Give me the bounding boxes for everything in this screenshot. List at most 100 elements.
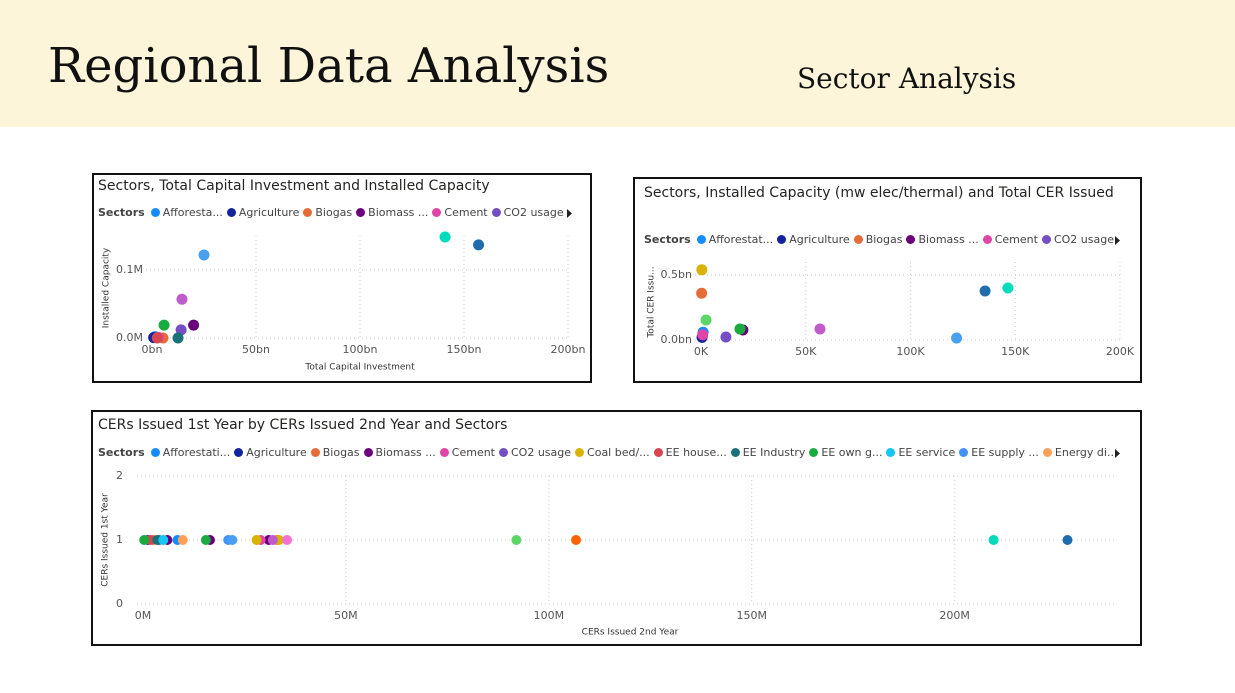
scatter-point	[697, 329, 709, 341]
x-tick-label: 50bn	[242, 343, 270, 356]
legend: Sectors Afforestat... Agriculture Biogas Bio…	[644, 233, 1118, 246]
legend-label[interactable]: Afforestat...	[708, 233, 774, 246]
legend-item[interactable]: Afforestat...	[696, 233, 774, 246]
legend-label[interactable]: Biogas	[322, 446, 360, 459]
legend-label[interactable]: Biomass ...	[375, 446, 436, 459]
legend-item[interactable]: CO2 usage	[1041, 233, 1114, 246]
chart-title: Sectors, Total Capital Investment and In…	[98, 178, 490, 194]
legend-item[interactable]: Biogas	[310, 446, 360, 459]
legend-label[interactable]: EE supply ...	[971, 446, 1039, 459]
legend: Sectors Afforesta... Agriculture Biogas Biom…	[98, 206, 568, 219]
scatter-point	[267, 535, 278, 545]
legend-label[interactable]: EE Industry	[742, 446, 806, 459]
legend-label[interactable]: EE house...	[665, 446, 727, 459]
legend-label[interactable]: Energy di...	[1054, 446, 1118, 459]
legend-item[interactable]: Cement	[982, 233, 1038, 246]
legend-label[interactable]: CO2 usage	[511, 446, 572, 459]
y-axis-label: CERs Issued 1st Year	[101, 493, 111, 587]
legend-swatch	[432, 208, 442, 217]
legend-label[interactable]: Cement	[451, 446, 495, 459]
legend-label[interactable]: Agriculture	[246, 446, 307, 459]
legend-item[interactable]: Biomass ...	[906, 233, 979, 246]
legend-label[interactable]: Biomass ...	[368, 206, 429, 219]
x-tick-label: 150bn	[447, 343, 482, 356]
legend-label[interactable]: Cement	[994, 233, 1038, 246]
scatter-point	[198, 249, 210, 261]
y-tick-label: 1	[116, 533, 123, 546]
legend-item[interactable]: EE supply ...	[959, 446, 1039, 459]
legend-label[interactable]: Biogas	[315, 206, 353, 219]
scatter-point	[282, 535, 293, 545]
legend-swatch	[696, 235, 706, 244]
x-tick-label: 200M	[939, 609, 970, 622]
legend-item[interactable]: EE Industry	[730, 446, 806, 459]
legend-item[interactable]: Biomass ...	[363, 446, 436, 459]
legend-swatch	[730, 448, 740, 457]
legend-item[interactable]: Agriculture	[777, 233, 850, 246]
scatter-point	[188, 319, 200, 331]
legend-label[interactable]: Agriculture	[789, 233, 850, 246]
legend-more-arrow[interactable]	[1115, 449, 1120, 458]
legend-swatch	[575, 448, 585, 457]
legend-item[interactable]: EE house...	[653, 446, 727, 459]
legend-swatch	[226, 208, 236, 217]
legend-label[interactable]: Afforestati...	[162, 446, 231, 459]
x-tick-label: 50M	[334, 609, 358, 622]
legend-more-arrow[interactable]	[567, 209, 572, 218]
legend-item[interactable]: Agriculture	[234, 446, 307, 459]
legend-label[interactable]: EE service	[898, 446, 956, 459]
x-tick-label: 0bn	[142, 343, 163, 356]
legend-item[interactable]: Biomass ...	[356, 206, 428, 219]
legend-item[interactable]: Afforestati...	[150, 446, 231, 459]
legend-label[interactable]: Coal bed/...	[587, 446, 650, 459]
legend-more-arrow[interactable]	[1115, 236, 1120, 245]
legend-item[interactable]: Biogas	[303, 206, 352, 219]
legend-item[interactable]: CO2 usage	[499, 446, 571, 459]
legend-label[interactable]: Agriculture	[238, 206, 300, 219]
legend-item[interactable]: CO2 usage	[491, 206, 564, 219]
scatter-point	[176, 293, 188, 305]
legend-item[interactable]: Cement	[439, 446, 495, 459]
chart-title: Sectors, Installed Capacity (mw elec/the…	[644, 185, 1114, 201]
scatter-point	[251, 535, 262, 545]
y-axis-label: Installed Capacity	[102, 247, 112, 328]
page-subtitle: Sector Analysis	[797, 62, 1017, 95]
legend-swatch	[1042, 448, 1052, 457]
legend-label[interactable]: EE own g...	[821, 446, 883, 459]
page-title: Regional Data Analysis	[48, 38, 610, 94]
legend-item[interactable]: Afforesta...	[150, 206, 223, 219]
legend-label[interactable]: Biomass ...	[918, 233, 979, 246]
legend-item[interactable]: EE own g...	[809, 446, 882, 459]
legend-swatch	[777, 235, 787, 244]
legend-label[interactable]: CO2 usage	[503, 206, 564, 219]
legend-item[interactable]: Energy di...	[1042, 446, 1118, 459]
legend-label[interactable]: Biogas	[865, 233, 903, 246]
y-tick-label: 0.0bn	[661, 333, 692, 346]
x-axis-label: CERs Issued 2nd Year	[582, 628, 679, 638]
scatter-point	[177, 535, 188, 545]
legend-label[interactable]: Afforesta...	[162, 206, 223, 219]
scatter-point	[571, 535, 582, 545]
legend-label[interactable]: CO2 usage	[1053, 233, 1114, 246]
legend-swatch	[982, 235, 992, 244]
legend-title: Sectors	[644, 233, 691, 246]
scatter-point	[979, 285, 991, 297]
x-tick-label: 0K	[694, 345, 709, 358]
legend-item[interactable]: Coal bed/...	[575, 446, 650, 459]
x-tick-label: 200bn	[551, 343, 586, 356]
y-tick-label: 0.0M	[116, 331, 143, 344]
scatter-point	[139, 535, 150, 545]
legend-item[interactable]: Cement	[432, 206, 488, 219]
y-tick-label: 2	[116, 469, 123, 482]
scatter-point	[473, 239, 485, 251]
scatter-point	[814, 323, 826, 335]
scatter-point	[700, 314, 712, 326]
scatter-point	[696, 287, 708, 299]
legend-item[interactable]: EE service	[886, 446, 955, 459]
legend-item[interactable]: Biogas	[853, 233, 903, 246]
x-tick-label: 150K	[1001, 345, 1030, 358]
scatter-point	[734, 323, 746, 335]
chart-title: CERs Issued 1st Year by CERs Issued 2nd …	[98, 417, 508, 433]
legend-item[interactable]: Agriculture	[226, 206, 300, 219]
legend-label[interactable]: Cement	[444, 206, 488, 219]
